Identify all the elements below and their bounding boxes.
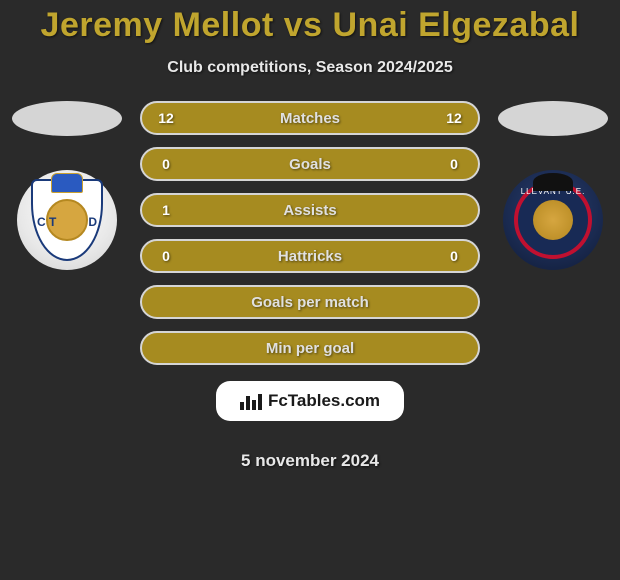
brand-name: FcTables.com <box>268 391 380 411</box>
stat-row-goals-per-match: Goals per match <box>140 285 480 319</box>
crest-letter: D <box>88 215 97 229</box>
crest-tenerife-icon: C T D <box>31 179 103 261</box>
stat-label: Goals <box>289 156 331 173</box>
crest-levante-icon: LLEVANT U.E. <box>514 181 592 259</box>
stat-right-value: 0 <box>444 156 464 172</box>
compare-area: C T D 12 Matches 12 0 Goals 0 1 Assists <box>0 101 620 471</box>
stat-left-value: 12 <box>156 110 176 126</box>
stat-label: Min per goal <box>266 340 354 357</box>
player-left-photo-placeholder <box>12 101 122 136</box>
stats-column: 12 Matches 12 0 Goals 0 1 Assists 0 Hatt… <box>140 101 480 471</box>
crest-letter: C <box>37 215 46 229</box>
crest-letter: T <box>49 215 56 229</box>
bar-chart-icon <box>240 392 262 410</box>
stat-label: Assists <box>283 202 336 219</box>
stat-row-min-per-goal: Min per goal <box>140 331 480 365</box>
stat-left-value: 0 <box>156 156 176 172</box>
stat-label: Hattricks <box>278 248 342 265</box>
crest-ring-text: LLEVANT U.E. <box>518 187 588 196</box>
subtitle: Club competitions, Season 2024/2025 <box>167 59 452 77</box>
stat-row-hattricks: 0 Hattricks 0 <box>140 239 480 273</box>
stat-label: Matches <box>280 110 340 127</box>
player-right-column: LLEVANT U.E. <box>498 101 608 270</box>
stat-row-assists: 1 Assists <box>140 193 480 227</box>
player-left-column: C T D <box>12 101 122 270</box>
page-title: Jeremy Mellot vs Unai Elgezabal <box>41 6 580 45</box>
stat-row-matches: 12 Matches 12 <box>140 101 480 135</box>
comparison-card: Jeremy Mellot vs Unai Elgezabal Club com… <box>0 0 620 580</box>
club-badge-right: LLEVANT U.E. <box>503 170 603 270</box>
club-badge-left: C T D <box>17 170 117 270</box>
stat-right-value: 0 <box>444 248 464 264</box>
date-label: 5 november 2024 <box>140 451 480 471</box>
stat-row-goals: 0 Goals 0 <box>140 147 480 181</box>
stat-label: Goals per match <box>251 294 369 311</box>
stat-left-value: 1 <box>156 202 176 218</box>
stat-right-value: 12 <box>444 110 464 126</box>
player-right-photo-placeholder <box>498 101 608 136</box>
stat-left-value: 0 <box>156 248 176 264</box>
brand-attribution[interactable]: FcTables.com <box>216 381 404 421</box>
